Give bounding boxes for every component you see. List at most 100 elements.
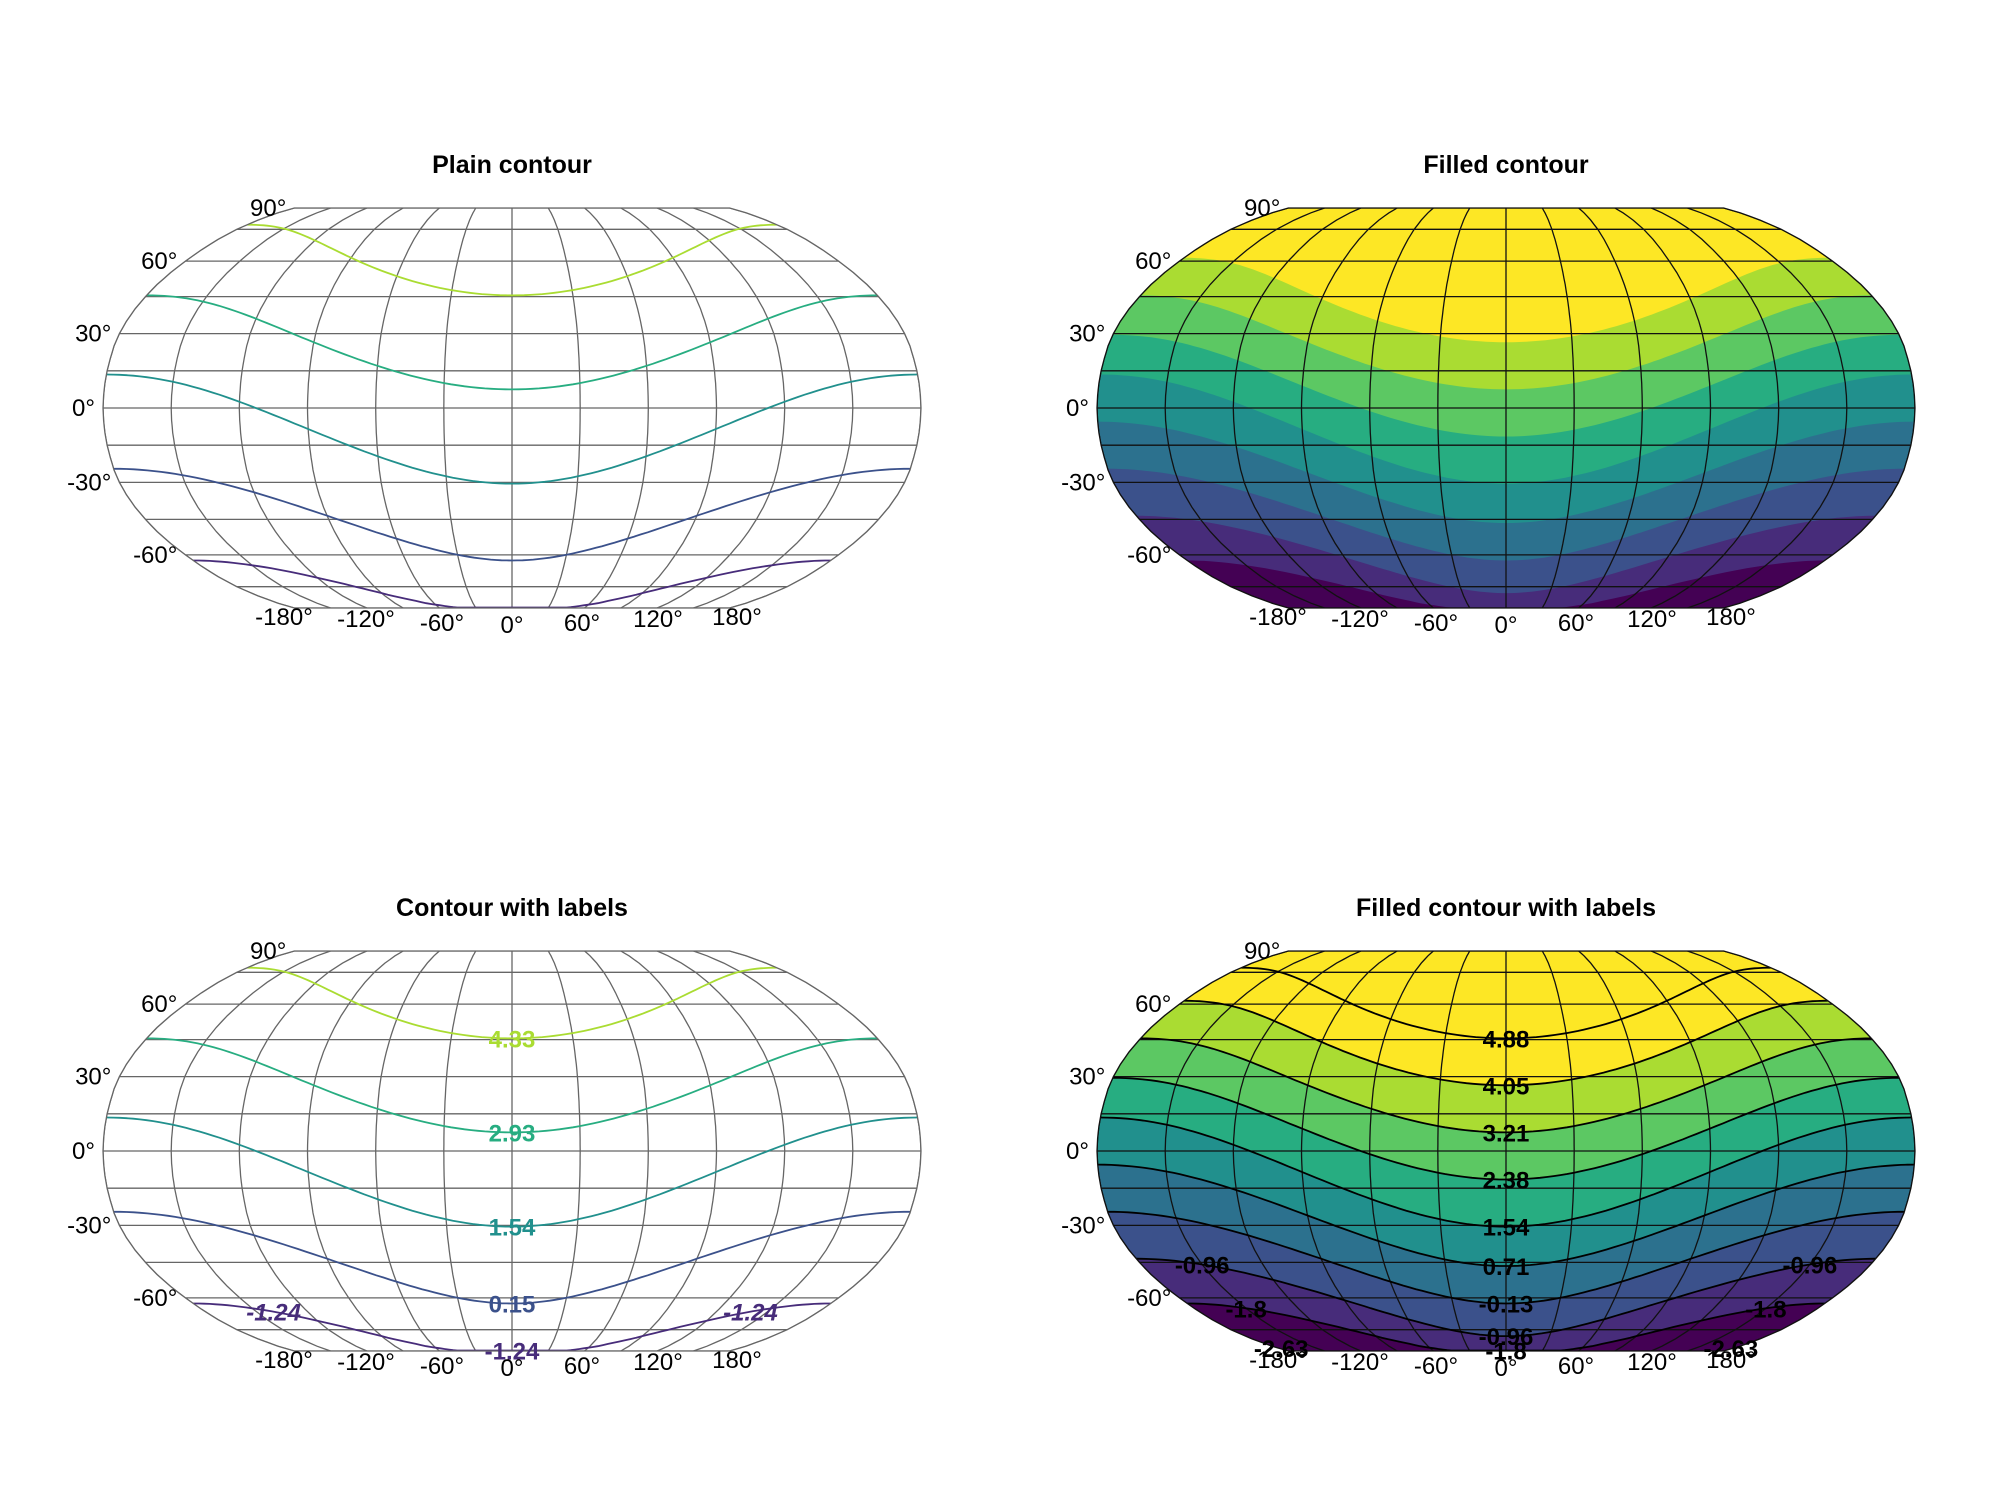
meridian-gridline	[620, 951, 718, 1351]
meridian-gridline	[1650, 951, 1780, 1351]
x-tick-label: -120°	[1331, 1349, 1389, 1376]
x-tick-label: 180°	[712, 1347, 762, 1374]
meridian-gridline	[693, 208, 854, 608]
contour-label: 1.54	[1483, 1215, 1530, 1242]
meridian-gridline	[1300, 208, 1398, 608]
panel-title: Contour with labels	[396, 894, 628, 922]
y-tick-label: 60°	[141, 991, 177, 1018]
x-tick-label: 120°	[633, 606, 683, 633]
x-tick-label: -180°	[1249, 1347, 1307, 1374]
contour-line	[113, 1210, 911, 1305]
x-tick-label: -120°	[337, 1349, 395, 1376]
panel-filled-contour-with-labels: Filled contour with labels -1.8-0.96-0.1…	[1061, 894, 1916, 1382]
meridian-gridline	[1232, 208, 1362, 608]
meridian-gridline	[306, 208, 404, 608]
meridian-gridline	[1614, 951, 1712, 1351]
map-body	[103, 208, 921, 608]
y-tick-label: -30°	[67, 469, 111, 496]
meridian-gridline	[1687, 951, 1848, 1351]
panel-filled-contour: Filled contour 90°60°30°0°-30°-60°-180° -…	[1061, 151, 1916, 639]
meridian-gridline	[1578, 208, 1643, 608]
x-tick-label: 180°	[1706, 604, 1756, 631]
meridian-gridline	[375, 951, 440, 1351]
panel-title: Filled contour with labels	[1356, 894, 1656, 922]
x-tick-label: 0°	[1495, 612, 1518, 639]
contour-label: -1.8	[1745, 1296, 1786, 1323]
contour-label: -1.8	[1225, 1296, 1266, 1323]
x-tick-label: -180°	[255, 604, 313, 631]
x-tick-label: 60°	[1558, 1353, 1594, 1380]
contour-line	[113, 467, 911, 562]
x-tick-label: 180°	[712, 604, 762, 631]
x-tick-label: 0°	[501, 1355, 524, 1382]
x-tick-label: -180°	[255, 1347, 313, 1374]
contour-line	[106, 1116, 918, 1228]
contour-line	[1112, 1076, 1900, 1181]
x-tick-label: -60°	[1414, 1353, 1458, 1380]
meridian-gridline	[1164, 951, 1325, 1351]
x-tick-label: 120°	[633, 1349, 683, 1376]
meridian-gridline	[1232, 951, 1362, 1351]
contour-label: -0.96	[1782, 1252, 1837, 1279]
contour-label: 2.93	[489, 1120, 536, 1147]
meridian-gridline	[1164, 208, 1325, 608]
y-tick-label: 60°	[1135, 248, 1171, 275]
y-tick-label: 30°	[1069, 1064, 1105, 1091]
x-tick-label: -60°	[420, 610, 464, 637]
x-tick-label: -120°	[337, 606, 395, 633]
x-tick-label: 120°	[1627, 1349, 1677, 1376]
y-tick-label: -30°	[1061, 1212, 1105, 1239]
meridian-gridline	[1437, 208, 1471, 608]
contour-label: -2.63	[1254, 1336, 1309, 1363]
meridian-gridline	[584, 208, 649, 608]
meridian-gridline	[620, 208, 718, 608]
meridian-gridline	[375, 208, 440, 608]
y-tick-label: -30°	[67, 1212, 111, 1239]
contour-label: 1.54	[489, 1215, 536, 1242]
x-tick-label: -120°	[1331, 606, 1389, 633]
y-tick-label: 30°	[75, 321, 111, 348]
y-tick-label: 0°	[1066, 395, 1089, 422]
map-outline	[102, 950, 922, 1352]
meridian-gridline	[306, 951, 404, 1351]
contour-label: 4.33	[489, 1026, 536, 1053]
x-tick-label: 120°	[1627, 606, 1677, 633]
contour-label: -1.8	[1485, 1339, 1526, 1366]
contour-label: 2.38	[1483, 1168, 1530, 1195]
panel-contour-with-labels: Contour with labels -1.24 0.15 1.54 2.93 4.3…	[67, 894, 922, 1382]
contour-line	[247, 966, 777, 1040]
contour-line	[106, 373, 918, 485]
contour-label: -0.96	[1175, 1252, 1230, 1279]
y-tick-label: -60°	[1127, 1285, 1171, 1312]
meridian-gridline	[1614, 208, 1712, 608]
contour-label: -0.13	[1479, 1291, 1534, 1318]
y-tick-label: 60°	[1135, 991, 1171, 1018]
meridian-gridline	[656, 951, 786, 1351]
x-tick-label: 60°	[564, 610, 600, 637]
y-tick-label: 90°	[1244, 195, 1280, 222]
contour-label: -0.96	[1479, 1324, 1534, 1351]
x-tick-label: 180°	[1706, 1347, 1756, 1374]
contour-line	[146, 294, 878, 391]
map-outline	[102, 207, 922, 609]
contour-line	[1241, 966, 1771, 1040]
meridian-gridline	[584, 951, 649, 1351]
y-tick-label: -60°	[133, 542, 177, 569]
y-tick-label: -60°	[1127, 542, 1171, 569]
contour-line	[146, 1037, 878, 1134]
y-tick-label: 30°	[1069, 321, 1105, 348]
meridian-gridline	[238, 208, 368, 608]
meridian-gridline	[1578, 951, 1643, 1351]
y-tick-label: 90°	[250, 938, 286, 965]
meridian-gridline	[1369, 208, 1434, 608]
y-tick-label: 90°	[250, 195, 286, 222]
panel-title: Plain contour	[432, 151, 592, 179]
meridian-gridline	[693, 951, 854, 1351]
panel-plain-contour: Plain contour 90° 60° 30° 0° -30° -60° -180° -1…	[67, 151, 922, 639]
contour-label: 0.71	[1483, 1254, 1530, 1281]
contour-label: -1.24	[246, 1300, 301, 1327]
contour-label: -2.63	[1703, 1336, 1758, 1363]
meridian-gridline	[1541, 208, 1575, 608]
meridian-gridline	[1369, 951, 1434, 1351]
